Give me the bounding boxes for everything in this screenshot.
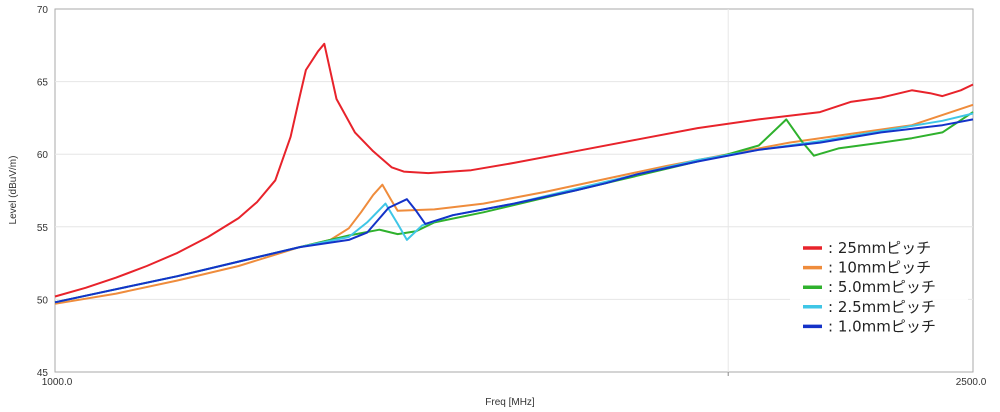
legend-label: : 1.0mmピッチ	[828, 317, 936, 335]
x-axis-title: Freq [MHz]	[485, 397, 535, 408]
legend-label: : 25mmピッチ	[828, 239, 931, 257]
series-line-1	[54, 42, 974, 298]
series-lines	[54, 42, 974, 305]
x-tick-label: 1000.0	[42, 377, 73, 388]
legend: : 25mmピッチ : 10mmピッチ: 5.0mmピッチ : 2.5mmピッチ: …	[790, 230, 968, 348]
y-tick-label: 50	[37, 295, 49, 306]
y-tick-label: 60	[37, 150, 49, 161]
y-axis-title: Level (dBuV/m)	[8, 156, 19, 225]
y-tick-label: 65	[37, 78, 49, 89]
y-tick-label: 70	[37, 5, 49, 16]
legend-label: : 5.0mmピッチ	[828, 278, 936, 296]
series-line-5	[54, 118, 974, 304]
y-tick-label: 45	[37, 368, 49, 379]
legend-label: : 2.5mmピッチ	[828, 298, 936, 316]
x-tick-label: 2500.0	[956, 377, 987, 388]
legend-label: : 10mmピッチ	[828, 259, 931, 277]
y-tick-label: 55	[37, 223, 49, 234]
y-tick-labels: 45 50 55 60 65 70	[37, 5, 49, 379]
